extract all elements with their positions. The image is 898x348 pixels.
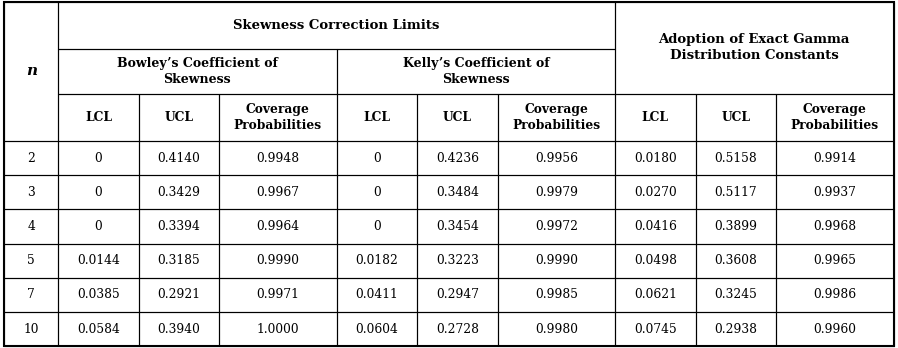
Text: 0.3940: 0.3940 xyxy=(157,323,200,336)
Text: 0.2728: 0.2728 xyxy=(436,323,479,336)
Text: Bowley’s Coefficient of
Skewness: Bowley’s Coefficient of Skewness xyxy=(117,57,277,86)
Text: 0.3245: 0.3245 xyxy=(715,288,757,301)
Text: 5: 5 xyxy=(28,254,35,267)
Text: Kelly’s Coefficient of
Skewness: Kelly’s Coefficient of Skewness xyxy=(402,57,550,86)
Text: 0.9972: 0.9972 xyxy=(535,220,577,233)
Text: UCL: UCL xyxy=(443,111,471,124)
Text: Coverage
Probabilities: Coverage Probabilities xyxy=(233,103,322,132)
Text: 0.0180: 0.0180 xyxy=(634,151,677,165)
Text: 0.0498: 0.0498 xyxy=(634,254,677,267)
Text: 0.0182: 0.0182 xyxy=(356,254,399,267)
Text: 0: 0 xyxy=(373,186,381,199)
Text: Adoption of Exact Gamma
Distribution Constants: Adoption of Exact Gamma Distribution Con… xyxy=(658,33,850,62)
Text: 0.9967: 0.9967 xyxy=(257,186,299,199)
Text: 0.3454: 0.3454 xyxy=(436,220,479,233)
Text: 0.0745: 0.0745 xyxy=(634,323,677,336)
Text: 0.9956: 0.9956 xyxy=(535,151,577,165)
Text: 0.0270: 0.0270 xyxy=(634,186,677,199)
Text: 4: 4 xyxy=(28,220,35,233)
Text: 0.9937: 0.9937 xyxy=(814,186,856,199)
Text: 0.9948: 0.9948 xyxy=(256,151,299,165)
Text: 3: 3 xyxy=(28,186,35,199)
Text: 0.3608: 0.3608 xyxy=(715,254,757,267)
Text: 0.9964: 0.9964 xyxy=(256,220,299,233)
Text: 7: 7 xyxy=(28,288,35,301)
Text: 0.9979: 0.9979 xyxy=(535,186,577,199)
Text: 0.2947: 0.2947 xyxy=(436,288,479,301)
Text: Coverage
Probabilities: Coverage Probabilities xyxy=(512,103,601,132)
Text: 10: 10 xyxy=(23,323,40,336)
Text: 0.3394: 0.3394 xyxy=(157,220,200,233)
Text: 0.4140: 0.4140 xyxy=(157,151,200,165)
Text: 1.0000: 1.0000 xyxy=(257,323,299,336)
Text: 0.0416: 0.0416 xyxy=(634,220,677,233)
Text: 0.9971: 0.9971 xyxy=(257,288,299,301)
Text: 0.9990: 0.9990 xyxy=(535,254,577,267)
Text: 2: 2 xyxy=(28,151,35,165)
Text: 0.3223: 0.3223 xyxy=(436,254,479,267)
Text: 0.2921: 0.2921 xyxy=(157,288,200,301)
Text: LCL: LCL xyxy=(642,111,669,124)
Text: 0.4236: 0.4236 xyxy=(436,151,479,165)
Text: 0.0144: 0.0144 xyxy=(77,254,119,267)
Text: 0.0584: 0.0584 xyxy=(77,323,119,336)
Text: LCL: LCL xyxy=(85,111,112,124)
Text: 0.0411: 0.0411 xyxy=(356,288,398,301)
Text: 0.5117: 0.5117 xyxy=(715,186,757,199)
Text: 0.3185: 0.3185 xyxy=(157,254,200,267)
Text: 0.0621: 0.0621 xyxy=(634,288,677,301)
Text: 0.9965: 0.9965 xyxy=(814,254,857,267)
Text: 0.9986: 0.9986 xyxy=(814,288,857,301)
Text: UCL: UCL xyxy=(164,111,193,124)
Text: 0: 0 xyxy=(94,186,102,199)
Text: n: n xyxy=(26,64,37,78)
Text: 0.0385: 0.0385 xyxy=(77,288,119,301)
Text: 0: 0 xyxy=(94,151,102,165)
Text: 0.5158: 0.5158 xyxy=(715,151,757,165)
Text: 0: 0 xyxy=(373,151,381,165)
Text: 0: 0 xyxy=(94,220,102,233)
Text: 0.3484: 0.3484 xyxy=(436,186,479,199)
Text: Coverage
Probabilities: Coverage Probabilities xyxy=(791,103,879,132)
Text: Skewness Correction Limits: Skewness Correction Limits xyxy=(233,19,440,32)
Text: UCL: UCL xyxy=(721,111,751,124)
Text: 0.0604: 0.0604 xyxy=(356,323,399,336)
Text: 0.9914: 0.9914 xyxy=(814,151,857,165)
Text: 0.9968: 0.9968 xyxy=(814,220,857,233)
Text: 0.9960: 0.9960 xyxy=(814,323,857,336)
Text: 0.9980: 0.9980 xyxy=(535,323,577,336)
Text: 0.9985: 0.9985 xyxy=(535,288,577,301)
Text: 0: 0 xyxy=(373,220,381,233)
Text: 0.2938: 0.2938 xyxy=(714,323,757,336)
Text: 0.3899: 0.3899 xyxy=(714,220,757,233)
Text: LCL: LCL xyxy=(364,111,391,124)
Text: 0.9990: 0.9990 xyxy=(257,254,299,267)
Text: 0.3429: 0.3429 xyxy=(157,186,200,199)
